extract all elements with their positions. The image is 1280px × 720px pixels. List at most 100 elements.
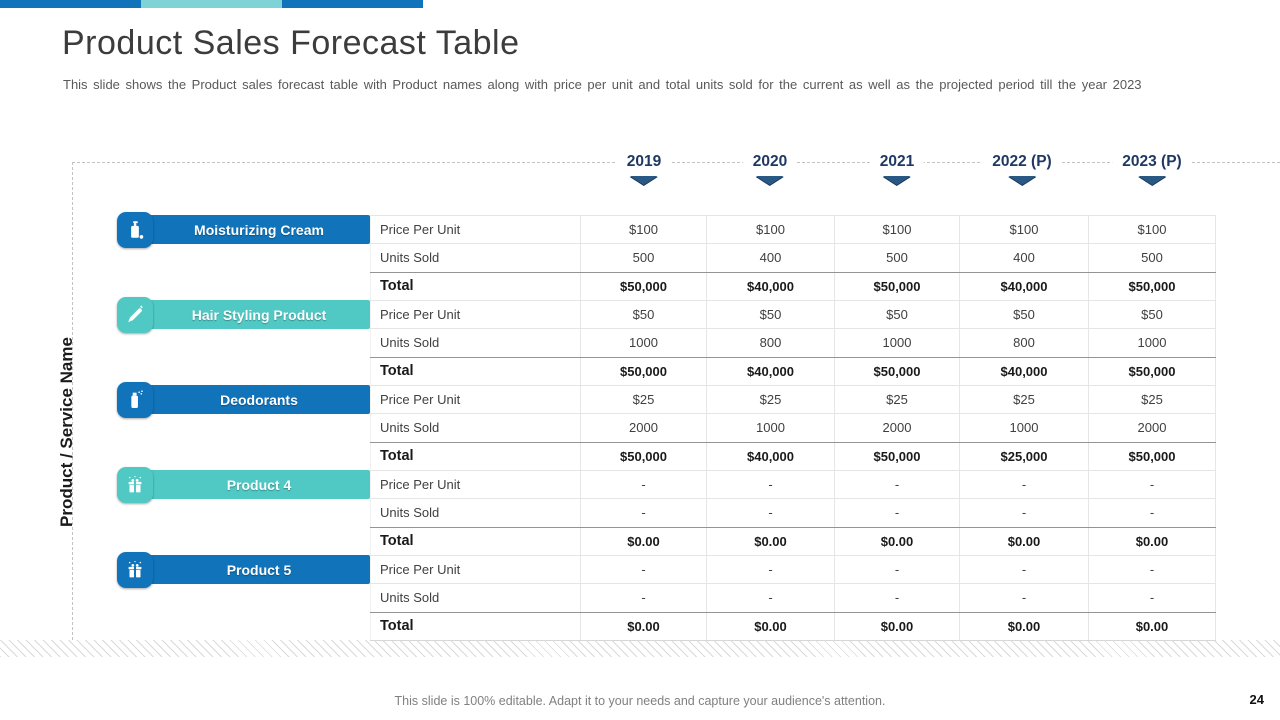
units-cell: - — [1089, 499, 1216, 527]
total-cell: $40,000 — [707, 357, 835, 385]
units-cell: 1000 — [835, 329, 960, 357]
table-row: Total $50,000 $40,000 $50,000 $40,000 $50,000 — [370, 271, 1216, 300]
price-cell: - — [960, 555, 1089, 584]
total-cell: $40,000 — [960, 272, 1089, 300]
units-cell: - — [581, 584, 707, 612]
table-row: Total $0.00 $0.00 $0.00 $0.00 $0.00 — [370, 526, 1216, 555]
total-cell: $0.00 — [581, 612, 707, 640]
price-cell: - — [960, 470, 1089, 499]
units-cell: - — [960, 584, 1089, 612]
year-header: 2022 (P) — [982, 149, 1062, 185]
product-label: Moisturizing Cream — [148, 215, 370, 244]
year-header-label: 2023 (P) — [1112, 149, 1192, 175]
product-label: Hair Styling Product — [148, 300, 370, 329]
row-label: Total — [370, 357, 581, 385]
total-cell: $40,000 — [960, 357, 1089, 385]
units-cell: - — [581, 499, 707, 527]
price-cell: - — [1089, 555, 1216, 584]
chevron-down-icon — [1007, 176, 1036, 185]
price-cell: - — [835, 555, 960, 584]
year-header: 2023 (P) — [1112, 149, 1192, 185]
top-accent-bar-middle — [141, 0, 282, 8]
price-cell: - — [581, 555, 707, 584]
units-cell: - — [835, 584, 960, 612]
gift-box-icon — [117, 466, 153, 503]
table-row: Price Per Unit $50 $50 $50 $50 $50 — [370, 299, 1216, 329]
page-number: 24 — [1249, 692, 1264, 707]
total-cell: $50,000 — [1089, 272, 1216, 300]
row-label: Price Per Unit — [370, 470, 581, 499]
price-cell: $50 — [960, 300, 1089, 329]
total-cell: $0.00 — [960, 527, 1089, 555]
hair-brush-icon — [117, 296, 153, 333]
top-accent-bar-right — [282, 0, 423, 8]
units-cell: 500 — [581, 244, 707, 272]
units-cell: 2000 — [581, 414, 707, 442]
row-label: Units Sold — [370, 414, 581, 442]
price-cell: $100 — [581, 216, 707, 244]
year-header: 2020 — [742, 149, 798, 185]
row-label: Price Per Unit — [370, 385, 581, 414]
row-label: Units Sold — [370, 244, 581, 272]
units-cell: 800 — [707, 329, 835, 357]
year-header-label: 2019 — [616, 149, 672, 175]
units-cell: - — [707, 584, 835, 612]
chevron-down-icon — [755, 176, 784, 185]
chevron-down-icon — [1137, 176, 1166, 185]
units-cell: 1000 — [1089, 329, 1216, 357]
table-row: Units Sold - - - - - — [370, 498, 1216, 527]
units-cell: 400 — [707, 244, 835, 272]
total-cell: $25,000 — [960, 442, 1089, 470]
table-row: Total $50,000 $40,000 $50,000 $25,000 $50,000 — [370, 441, 1216, 470]
price-cell: - — [1089, 470, 1216, 499]
units-cell: 1000 — [707, 414, 835, 442]
price-cell: $100 — [835, 216, 960, 244]
price-cell: $100 — [960, 216, 1089, 244]
total-cell: $50,000 — [835, 442, 960, 470]
price-cell: $25 — [1089, 385, 1216, 414]
year-header-label: 2020 — [742, 149, 798, 175]
row-label: Total — [370, 442, 581, 470]
total-cell: $0.00 — [1089, 612, 1216, 640]
table-row: Units Sold 500 400 500 400 500 — [370, 243, 1216, 272]
row-label: Units Sold — [370, 584, 581, 612]
total-cell: $40,000 — [707, 272, 835, 300]
price-cell: - — [707, 555, 835, 584]
footer-note: This slide is 100% editable. Adapt it to… — [394, 694, 886, 708]
total-cell: $50,000 — [1089, 442, 1216, 470]
units-cell: 1000 — [960, 414, 1089, 442]
table-row: Price Per Unit $100 $100 $100 $100 $100 — [370, 215, 1216, 244]
year-header: 2021 — [869, 149, 925, 185]
total-cell: $0.00 — [1089, 527, 1216, 555]
units-cell: 2000 — [1089, 414, 1216, 442]
price-cell: $50 — [581, 300, 707, 329]
table-row: Units Sold 2000 1000 2000 1000 2000 — [370, 413, 1216, 442]
units-cell: - — [1089, 584, 1216, 612]
price-cell: $50 — [707, 300, 835, 329]
year-header: 2019 — [616, 149, 672, 185]
price-cell: - — [581, 470, 707, 499]
price-cell: $50 — [1089, 300, 1216, 329]
forecast-table: Price Per Unit $100 $100 $100 $100 $100 Units … — [370, 215, 1216, 640]
units-cell: 400 — [960, 244, 1089, 272]
axis-label: Product / Service Name — [57, 337, 76, 527]
table-row: Units Sold 1000 800 1000 800 1000 — [370, 328, 1216, 357]
units-cell: 500 — [835, 244, 960, 272]
total-cell: $50,000 — [835, 272, 960, 300]
product-label: Product 5 — [148, 555, 370, 584]
total-cell: $50,000 — [581, 442, 707, 470]
table-row: Total $50,000 $40,000 $50,000 $40,000 $50,000 — [370, 356, 1216, 385]
row-label: Price Per Unit — [370, 216, 581, 244]
units-cell: 500 — [1089, 244, 1216, 272]
price-cell: $25 — [835, 385, 960, 414]
hatch-divider — [0, 640, 1280, 657]
row-label: Total — [370, 612, 581, 640]
total-cell: $50,000 — [581, 357, 707, 385]
price-cell: $100 — [707, 216, 835, 244]
total-cell: $0.00 — [835, 527, 960, 555]
table-row: Price Per Unit - - - - - — [370, 469, 1216, 499]
units-cell: - — [707, 499, 835, 527]
units-cell: - — [835, 499, 960, 527]
price-cell: - — [707, 470, 835, 499]
total-cell: $0.00 — [960, 612, 1089, 640]
